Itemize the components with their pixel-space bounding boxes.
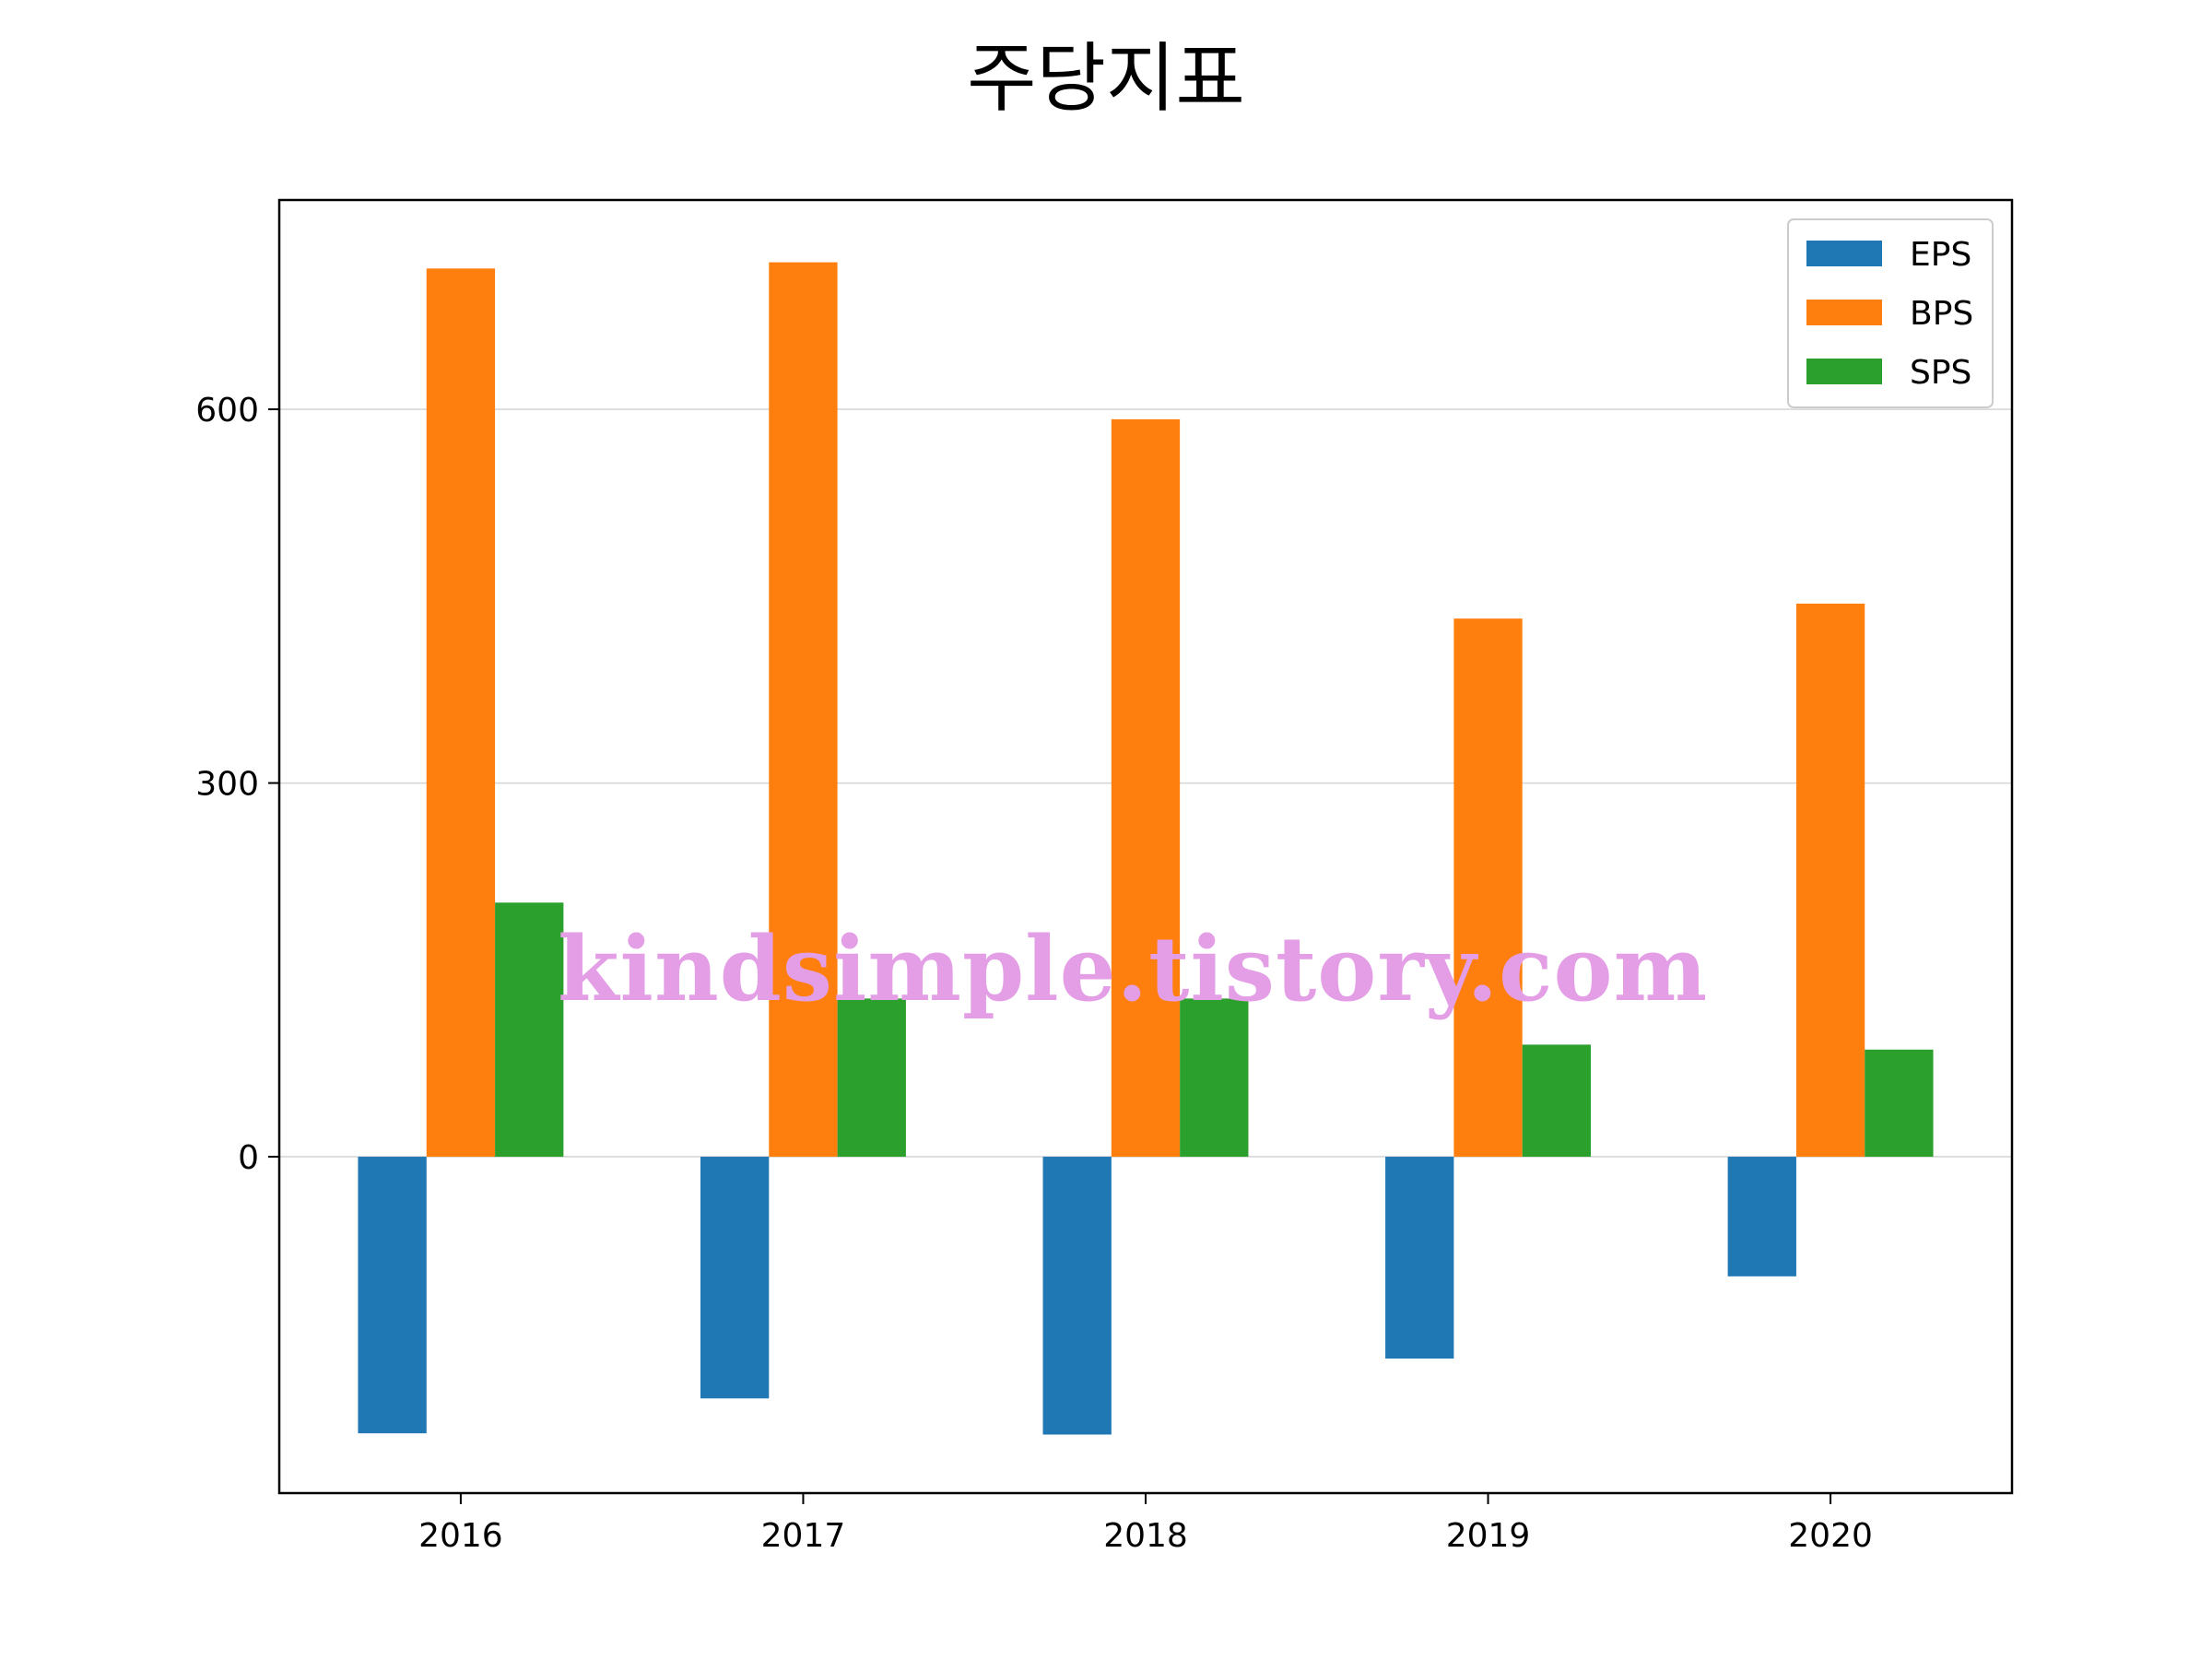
y-tick-label: 600 [195,392,259,429]
y-tick-label: 300 [195,766,259,804]
legend-label-bps: BPS [1910,295,1973,333]
x-tick-label: 2016 [418,1517,503,1555]
chart-title: 주당지표 [967,35,1245,123]
legend: EPS BPS SPS [1787,218,1994,408]
x-tick-label: 2018 [1103,1517,1188,1555]
bar-bps-2019 [1453,618,1523,1158]
bar-sps-2017 [837,998,906,1158]
bar-eps-2020 [1727,1157,1796,1277]
bar-eps-2016 [358,1157,427,1434]
watermark-text: kindsimple.tistory.com [558,917,1709,1021]
x-tick-label: 2017 [761,1517,846,1555]
bar-bps-2018 [1111,418,1181,1158]
bar-bps-2016 [426,268,496,1158]
y-tick-label: 0 [238,1139,259,1177]
y-axis-ticks: 0 300 600 [195,392,279,1177]
bar-eps-2018 [1042,1157,1112,1435]
bar-eps-2019 [1385,1157,1454,1359]
bars [358,262,1934,1435]
legend-swatch-eps [1806,241,1882,266]
bar-sps-2020 [1865,1049,1934,1158]
x-axis-ticks: 2016 2017 2018 2019 2020 [418,1493,1873,1555]
bar-bps-2017 [769,262,838,1158]
x-tick-label: 2020 [1788,1517,1873,1555]
legend-swatch-sps [1806,359,1882,384]
bar-eps-2017 [700,1157,770,1399]
bar-sps-2018 [1180,998,1249,1158]
bar-bps-2020 [1795,603,1865,1158]
bar-sps-2019 [1522,1044,1592,1158]
bar-sps-2016 [495,902,564,1158]
x-tick-label: 2019 [1446,1517,1531,1555]
legend-label-eps: EPS [1910,236,1971,274]
legend-label-sps: SPS [1910,354,1971,392]
legend-swatch-bps [1806,300,1882,325]
